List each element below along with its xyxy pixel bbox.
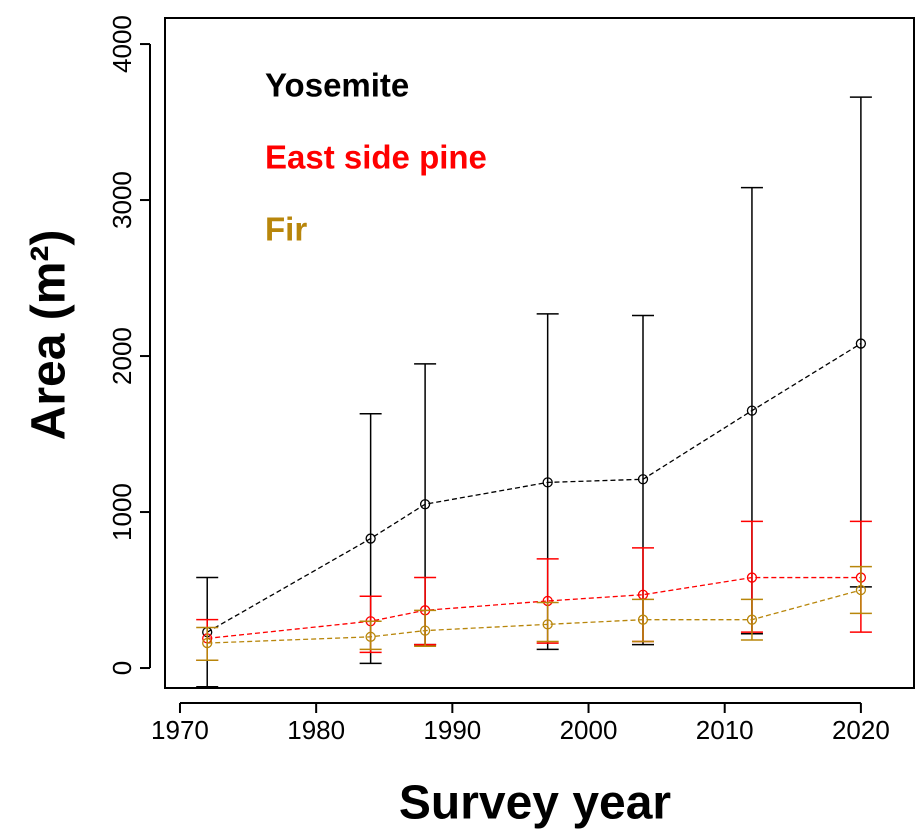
series-line [207,589,862,644]
data-point [637,474,649,485]
x-tick-label: 1990 [423,715,481,745]
y-tick-label: 3000 [107,171,137,229]
y-tick-label: 2000 [107,327,137,385]
y-tick-label: 4000 [107,15,137,73]
x-axis-title: Survey year [399,777,671,830]
data-point [419,625,431,636]
series-line [207,576,861,640]
y-tick-label: 0 [107,661,137,675]
data-point [419,499,431,510]
x-tick-label: 1980 [287,715,345,745]
data-point [855,584,867,596]
x-tick-label: 1970 [151,715,209,745]
data-point [542,477,553,488]
x-tick-label: 2020 [832,715,890,745]
data-point [855,338,867,349]
plot-frame [164,17,915,689]
y-tick-label: 1000 [107,483,137,541]
y-axis-title: Area (m²) [23,230,76,441]
legend-entry: East side pine [265,139,487,176]
data-point [746,614,758,625]
data-point [746,572,758,583]
legend-entry: Yosemite [265,67,409,104]
data-point [365,631,376,642]
legend-entry: Fir [265,211,307,248]
data-point [637,614,649,625]
x-tick-label: 2000 [560,715,618,745]
data-point [202,637,213,649]
x-tick-label: 2010 [696,715,754,745]
data-point [542,619,553,630]
data-point [746,405,758,416]
data-point [365,533,376,544]
series-line [206,343,862,633]
